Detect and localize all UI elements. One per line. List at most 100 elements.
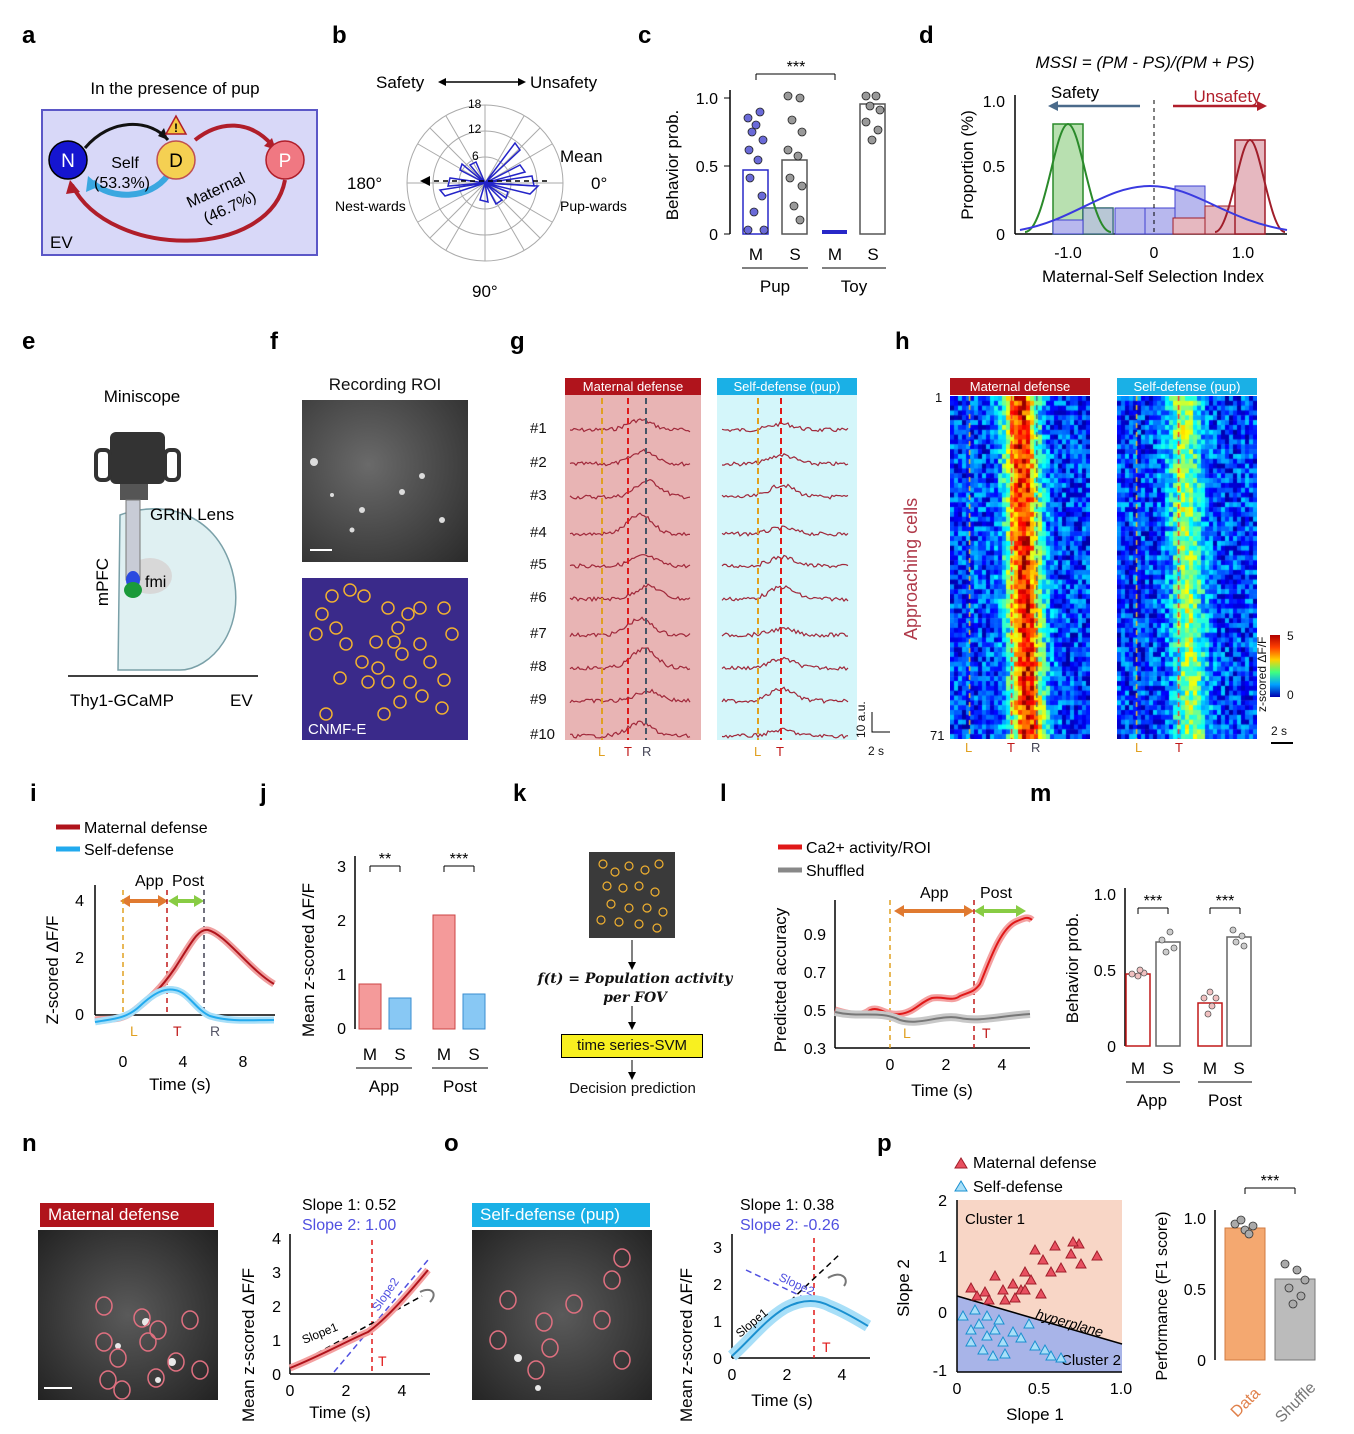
y-tick: 1.0: [983, 94, 1005, 111]
bar-app-s: [388, 997, 412, 1030]
bar-pup-m: [742, 169, 769, 235]
y-tick: 4: [75, 893, 84, 910]
y-axis-label: Slope 2: [894, 1259, 913, 1317]
heatmap-maternal: [950, 396, 1090, 739]
y-tick: 0.5: [983, 159, 1005, 176]
group-label: Pup: [760, 277, 790, 296]
panel-f: f Recording ROI CNMF-E: [270, 320, 490, 750]
shuffled-trace: [834, 1011, 1031, 1023]
y-tick: 0.5: [1184, 1282, 1206, 1299]
marker-t: T: [173, 1023, 182, 1039]
panel-n: n Maternal defense Slope 1: 0.52 Slope 2…: [0, 1120, 440, 1430]
y-tick: 1: [713, 1314, 722, 1331]
scatter-point: [1037, 1253, 1049, 1265]
grin-label: GRIN Lens: [150, 505, 234, 524]
dots-s: [1158, 926, 1248, 956]
y-axis-label: Behavior prob.: [663, 110, 682, 221]
mean-label: Mean: [560, 147, 603, 166]
marker-t: T: [776, 744, 784, 759]
row-label: #7: [530, 625, 547, 642]
decision-label: Decision prediction: [569, 1080, 696, 1097]
scatter-point: [965, 1335, 977, 1347]
trace-line: [721, 453, 849, 467]
scatter-point: [1009, 1291, 1021, 1303]
marker-t: T: [822, 1339, 831, 1355]
marker-l: L: [903, 1025, 911, 1041]
scatter-point: [1007, 1277, 1019, 1289]
maternal-header: Maternal defense: [565, 378, 701, 395]
scatter-point: [979, 1285, 991, 1297]
x-axis-label: Slope 1: [1006, 1405, 1064, 1424]
colorbar: [1270, 635, 1280, 697]
post-label: Post: [980, 885, 1013, 902]
marker-r: R: [642, 744, 652, 759]
panel-letter: f: [270, 328, 278, 355]
row-label: #2: [530, 454, 547, 471]
x-tick: 2: [783, 1367, 792, 1384]
deg-90: 90°: [472, 282, 498, 301]
trace-line: [721, 421, 849, 433]
app-label: App: [135, 873, 164, 890]
trace-line: [721, 483, 849, 500]
trace-line: [721, 656, 849, 671]
panel-o: o Self-defense (pup) Slope 1: 0.38 Slope…: [440, 1120, 880, 1430]
trace-line: [569, 720, 691, 739]
cbar-min: 0: [1287, 688, 1294, 702]
y-axis-label: Z-scored ΔF/F: [43, 916, 62, 1025]
scatter-point: [1035, 1287, 1047, 1299]
x-tick: 4: [998, 1057, 1007, 1074]
x-tick: 0.5: [1028, 1381, 1050, 1398]
pup-wards-label: Pup-wards: [560, 198, 627, 214]
x-tick: M: [828, 245, 842, 264]
panel-l: l Ca2+ activity/ROI Shuffled App Post Pr…: [720, 770, 1040, 1110]
d-to-p-arrow: [193, 123, 274, 147]
ev-label: EV: [50, 233, 73, 252]
node-p-label: P: [279, 151, 292, 172]
trace-line: [569, 554, 691, 569]
cluster1-label: Cluster 1: [965, 1211, 1025, 1228]
x-tick: -1.0: [1054, 245, 1082, 262]
y-tick: 2: [75, 950, 84, 967]
slope2-value: Slope 2: 1.00: [302, 1217, 396, 1234]
x-tick: 0: [728, 1367, 737, 1384]
row-label: #3: [530, 487, 547, 504]
row-label: #5: [530, 556, 547, 573]
bar-post-s: [462, 993, 486, 1030]
x-tick: S: [1162, 1059, 1173, 1078]
panel-letter: a: [22, 22, 36, 49]
cbar-max: 5: [1287, 629, 1294, 643]
trace-line: [721, 585, 849, 602]
marker-l: L: [130, 1023, 138, 1039]
scatter-point: [973, 1317, 985, 1329]
trace-line: [721, 554, 849, 569]
bar-label-data: Data: [1228, 1385, 1264, 1421]
panel-letter: e: [22, 328, 36, 355]
x-tick: 4: [838, 1367, 847, 1384]
scale-x: 2 s: [1271, 724, 1288, 738]
curve-arrow-icon: [827, 1273, 847, 1287]
panel-letter: d: [919, 22, 934, 49]
cbar-label: z-scored ΔF/F: [1255, 636, 1269, 712]
x-tick: M: [1203, 1059, 1217, 1078]
panel-k: k f(t) = Population activity per FOV tim…: [505, 770, 732, 1110]
svm-formula: f(t) = Population activity per FOV: [537, 971, 733, 1006]
marker-t: T: [1007, 740, 1015, 755]
y-tick: 0: [713, 1351, 722, 1368]
significance: ***: [1261, 1173, 1280, 1190]
y-tick: 0: [938, 1305, 947, 1322]
scatter-point: [1067, 1235, 1079, 1247]
bar-pup-s: [781, 159, 808, 235]
ev-label: EV: [230, 691, 253, 710]
bar-data: [1224, 1227, 1266, 1361]
legend-shuffled: Shuffled: [806, 863, 864, 880]
self-header: Self-defense (pup): [717, 378, 857, 395]
heatmap-self: [1117, 396, 1257, 739]
x-tick: M: [437, 1045, 451, 1064]
panel-letter: g: [510, 328, 525, 355]
significance: ***: [1216, 893, 1235, 910]
roi-circles: [489, 1248, 631, 1380]
scatter-point: [965, 1281, 977, 1293]
bar-app-s: [1155, 941, 1181, 1047]
thy1-label: Thy1-GCaMP: [70, 691, 174, 710]
self-header: Self-defense (pup): [1117, 378, 1257, 395]
